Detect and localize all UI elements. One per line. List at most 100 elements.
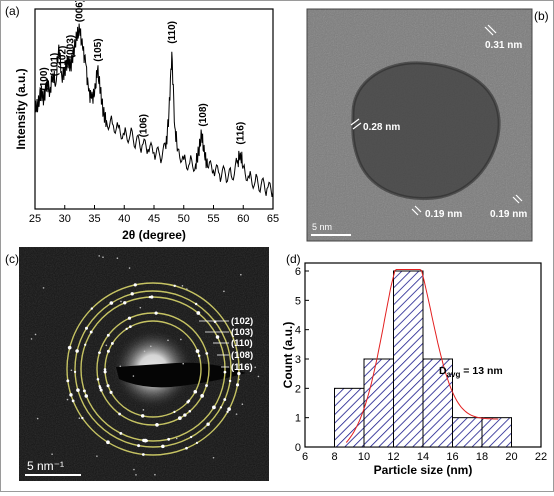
hist-x-tick-label: 14 bbox=[417, 451, 429, 463]
xrd-peak-label: (106) bbox=[138, 114, 149, 137]
diffraction-spot bbox=[66, 379, 70, 383]
xrd-peak-label: (006) bbox=[75, 1, 86, 22]
diffraction-spot bbox=[141, 453, 145, 456]
background-spot bbox=[30, 338, 33, 340]
diffraction-spot bbox=[106, 349, 110, 353]
background-spot bbox=[133, 468, 135, 471]
xrd-x-tick-label: 50 bbox=[178, 213, 190, 225]
background-spot bbox=[135, 474, 137, 476]
diffraction-spot bbox=[76, 388, 80, 392]
diffraction-spot bbox=[190, 435, 193, 439]
diffraction-spot bbox=[129, 325, 132, 328]
background-spot bbox=[254, 366, 256, 369]
diffraction-spot bbox=[150, 295, 154, 299]
diffraction-spot bbox=[98, 385, 101, 388]
diffraction-spot bbox=[212, 405, 216, 410]
background-spot bbox=[236, 344, 239, 346]
hist-y-tick-label: 5 bbox=[295, 295, 301, 307]
diffraction-spot bbox=[186, 400, 190, 404]
xrd-peak-label: (108) bbox=[198, 103, 209, 126]
xrd-peak-labels: (100)(101)(102)(003) (006) (105) (106) (110)… bbox=[39, 0, 246, 145]
diffraction-spot bbox=[75, 349, 79, 353]
diffraction-spot bbox=[69, 393, 73, 397]
xrd-x-tick-label: 30 bbox=[59, 213, 71, 225]
background-spot bbox=[212, 456, 215, 459]
tem-image: 5 nm 0.31 nm 0.28 nm 0.19 nm 0.19 nm bbox=[307, 9, 532, 241]
diffraction-spot bbox=[140, 414, 145, 418]
background-spot bbox=[51, 453, 53, 455]
hist-x-tick-label: 20 bbox=[505, 451, 517, 463]
diffraction-spot bbox=[196, 311, 201, 315]
diffraction-spot bbox=[195, 349, 200, 353]
lattice-marker bbox=[350, 24, 523, 216]
diffraction-spot bbox=[71, 399, 75, 403]
ring-label-110: (110) bbox=[231, 338, 253, 349]
diffraction-spot bbox=[206, 422, 210, 426]
diffraction-spot bbox=[227, 407, 231, 411]
diffraction-spot bbox=[154, 311, 158, 315]
xrd-chart: 25 30 35 40 45 50 55 60 65 (100)(101)(102)(003)(… bbox=[14, 0, 279, 242]
xrd-x-tick-label: 55 bbox=[207, 213, 219, 225]
hist-y-tick-label: 3 bbox=[295, 354, 301, 366]
background-spot bbox=[241, 403, 244, 406]
background-spot bbox=[34, 333, 37, 336]
background-spot bbox=[238, 378, 241, 381]
diffraction-spot bbox=[67, 345, 72, 350]
diffraction-spot bbox=[127, 316, 132, 320]
beam-stop bbox=[116, 362, 246, 388]
davg-prefix: D bbox=[439, 365, 447, 377]
background-spot bbox=[128, 267, 131, 269]
background-spot bbox=[66, 398, 69, 401]
hist-y-axis-label: Count (a.u.) bbox=[281, 322, 295, 389]
diffraction-spot bbox=[193, 389, 198, 394]
saed-scale-label: 5 nm⁻¹ bbox=[27, 459, 64, 473]
background-spot bbox=[150, 345, 152, 348]
tem-label-019b: 0.19 nm bbox=[490, 209, 527, 220]
background-spot bbox=[36, 417, 39, 420]
diffraction-spot bbox=[89, 330, 93, 334]
hist-x-tick-label: 12 bbox=[387, 451, 399, 463]
diffraction-spot bbox=[155, 423, 159, 427]
xrd-peak-label: (101) bbox=[50, 53, 61, 76]
panel-a-letter: (a) bbox=[5, 4, 20, 18]
xrd-peak-label: (003) bbox=[66, 35, 77, 58]
panel-b-letter: (b) bbox=[534, 9, 549, 23]
diffraction-spot bbox=[177, 416, 182, 421]
background-spot bbox=[182, 362, 185, 365]
diffraction-spot bbox=[183, 413, 187, 417]
diffraction-spots bbox=[30, 255, 260, 476]
diffraction-spot bbox=[161, 445, 164, 448]
tem-label-028: 0.28 nm bbox=[363, 122, 400, 133]
diffraction-spot bbox=[143, 438, 148, 443]
davg-rest: = 13 nm bbox=[460, 365, 502, 377]
xrd-x-tick-label: 40 bbox=[118, 213, 130, 225]
background-spot bbox=[98, 255, 101, 257]
hist-bar bbox=[452, 417, 483, 448]
ring-label-108: (108) bbox=[231, 350, 253, 361]
hist-x-tick-label: 8 bbox=[331, 451, 337, 463]
hist-davg-annotation: Davg = 13 nm bbox=[439, 365, 503, 379]
diffraction-spot bbox=[223, 370, 227, 374]
hist-bar bbox=[481, 417, 512, 448]
background-spot bbox=[235, 413, 238, 415]
hist-x-tick-label: 18 bbox=[476, 451, 488, 463]
diffraction-spot bbox=[235, 383, 240, 387]
ring-label-102: (102) bbox=[231, 316, 253, 327]
diffraction-spot bbox=[205, 352, 209, 355]
background-spot bbox=[132, 375, 135, 377]
background-spot bbox=[142, 409, 145, 411]
xrd-series-line bbox=[34, 23, 274, 198]
diffraction-spot bbox=[228, 379, 232, 383]
hist-x-tick-label: 10 bbox=[358, 451, 370, 463]
xrd-x-axis-label: 2θ (degree) bbox=[122, 228, 186, 242]
diffraction-spot bbox=[123, 301, 127, 305]
hist-x-tick-label: 6 bbox=[302, 451, 308, 463]
hist-y-tick-label: 4 bbox=[295, 325, 301, 337]
xrd-y-axis-label: Intensity (a.u.) bbox=[14, 68, 28, 149]
panel-c-letter: (c) bbox=[5, 252, 19, 266]
ring-label-103: (103) bbox=[231, 327, 253, 338]
hist-x-axis-label: Particle size (nm) bbox=[374, 463, 473, 477]
diffraction-spot bbox=[103, 370, 107, 374]
